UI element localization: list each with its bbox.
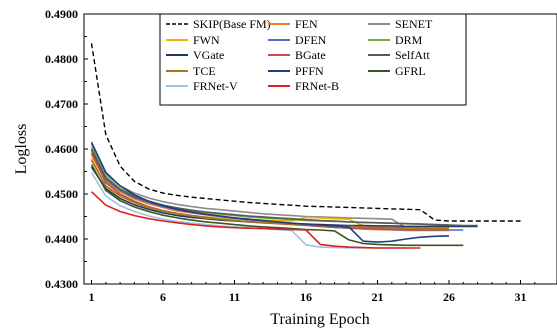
- x-tick-label: 31: [515, 290, 527, 304]
- series-line-senet: [90, 143, 449, 230]
- y-tick-label: 0.4900: [45, 7, 78, 21]
- series-line-pffn: [90, 141, 450, 243]
- x-tick-label: 1: [89, 290, 95, 304]
- legend-label: FRNet-B: [295, 79, 339, 93]
- legend-label: GFRL: [395, 64, 426, 78]
- x-axis-title: Training Epoch: [270, 311, 369, 328]
- y-tick-label: 0.4600: [45, 142, 78, 156]
- series-line-skip-base-fm: [90, 43, 521, 222]
- series-line-vgate: [90, 166, 478, 228]
- legend-label: FWN: [193, 33, 220, 47]
- legend-label: SKIP(Base FM): [193, 17, 271, 31]
- y-tick-label: 0.4700: [45, 97, 78, 111]
- legend-label: DRM: [395, 33, 423, 47]
- x-tick-label: 26: [443, 290, 455, 304]
- legend-label: FEN: [295, 17, 318, 31]
- series-line-frnet-b: [90, 191, 421, 249]
- legend-label: SENET: [395, 17, 433, 31]
- y-tick-label: 0.4800: [45, 52, 78, 66]
- series-line-tce: [90, 159, 449, 229]
- legend-box: [159, 13, 467, 106]
- series-line-drm: [90, 146, 450, 226]
- series-line-gfrl: [90, 164, 464, 247]
- legend-label: DFEN: [295, 33, 327, 47]
- x-tick-label: 11: [229, 290, 240, 304]
- legend-label: SelfAtt: [395, 48, 430, 62]
- y-tick-label: 0.4500: [45, 187, 78, 201]
- series-line-selfatt: [90, 148, 478, 227]
- y-axis-title: Logloss: [13, 124, 30, 175]
- legend-label: PFFN: [295, 64, 324, 78]
- y-tick-label: 0.4300: [45, 277, 78, 291]
- legend-label: TCE: [193, 64, 216, 78]
- legend-label: FRNet-V: [193, 79, 238, 93]
- y-tick-label: 0.4400: [45, 232, 78, 246]
- legend-label: VGate: [193, 48, 224, 62]
- x-tick-label: 21: [372, 290, 384, 304]
- x-tick-label: 6: [160, 290, 166, 304]
- series-line-fwn: [90, 157, 450, 231]
- x-tick-label: 16: [300, 290, 312, 304]
- legend-label: BGate: [295, 48, 326, 62]
